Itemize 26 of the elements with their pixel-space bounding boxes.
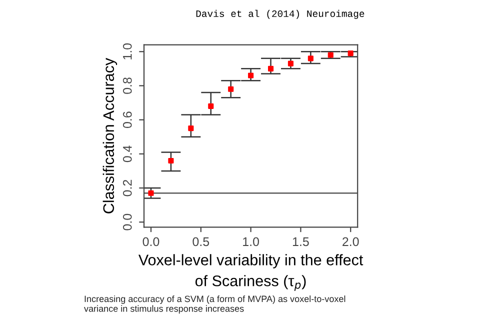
point — [228, 86, 234, 92]
point — [248, 72, 254, 78]
y-tick-label: 0.8 — [122, 78, 132, 94]
y-tick-label: 0.6 — [122, 112, 132, 128]
point — [308, 56, 314, 62]
point — [148, 190, 154, 196]
x-tick-label: 0.0 — [142, 237, 160, 246]
point — [188, 126, 194, 132]
x-tick-label: 1.5 — [292, 237, 309, 246]
point — [328, 52, 334, 58]
x-axis-title: Voxel-level variability in the effect of Scariness (τ$_{p}$) — [138, 254, 364, 291]
point — [288, 60, 294, 66]
point — [348, 50, 354, 56]
point — [208, 103, 214, 109]
point — [268, 66, 274, 72]
y-tick-label: 0.2 — [122, 180, 132, 196]
text: Increasing accuracy of a SVM (a form of MVPA) as voxel-to-voxel variance in stimulus response increases — [84, 295, 346, 314]
y-tick-label: 0.0 — [122, 214, 132, 230]
y-axis-title: Classification Accuracy — [102, 58, 118, 214]
x-tick-label: 2.0 — [342, 237, 359, 246]
point — [168, 158, 174, 164]
text: Davis et al (2014) Neuroimage — [196, 10, 364, 19]
y-tick-label: 0.4 — [122, 146, 132, 162]
y-tick-label: 1.0 — [122, 43, 132, 60]
x-tick-label: 1.0 — [243, 237, 259, 246]
x-tick-label: 0.5 — [192, 237, 210, 246]
